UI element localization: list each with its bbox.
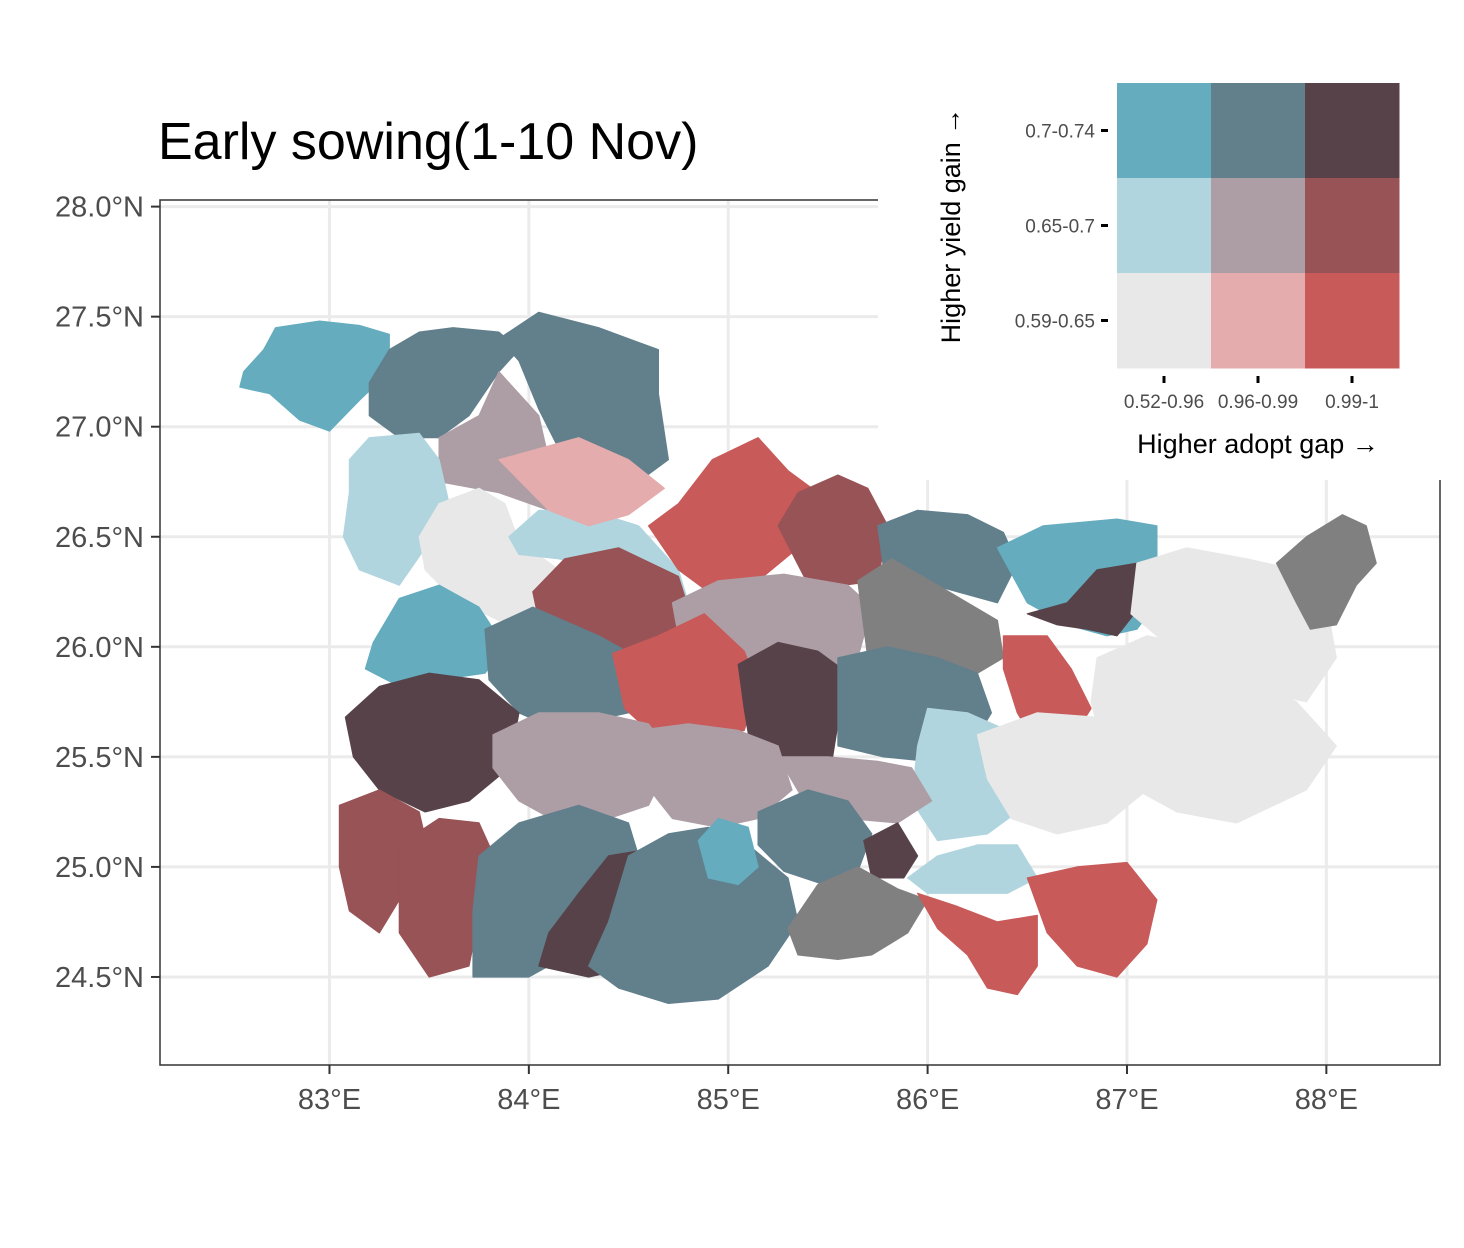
- y-tick-label: 26.0°N: [55, 632, 144, 664]
- region-r39: [863, 822, 919, 879]
- region-r37: [697, 817, 759, 886]
- region-r40: [787, 866, 929, 960]
- legend-cell-0-2: [1117, 83, 1212, 179]
- legend-cell-1-0: [1211, 273, 1306, 369]
- region-r42: [917, 892, 1038, 996]
- region-r15: [1275, 514, 1377, 630]
- legend-x-label: 0.99-1: [1325, 392, 1379, 413]
- x-axis: 83°E 84°E 85°E 86°E 87°E 88°E: [298, 1065, 1358, 1116]
- legend-cell-2-0: [1305, 273, 1400, 369]
- x-tick-label: 83°E: [298, 1084, 361, 1116]
- region-r43: [1026, 861, 1158, 978]
- y-tick-label: 25.0°N: [55, 852, 144, 884]
- x-tick-label: 84°E: [497, 1084, 560, 1116]
- y-tick-label: 24.5°N: [55, 962, 144, 994]
- region-r14: [1130, 547, 1337, 703]
- legend-cell-1-2: [1211, 83, 1306, 179]
- region-r01: [239, 320, 390, 432]
- x-tick-label: 86°E: [896, 1084, 959, 1116]
- y-axis: 24.5°N 25.0°N 25.5°N 26.0°N 26.5°N 27.0°N 27.5…: [55, 192, 160, 994]
- y-tick-label: 27.5°N: [55, 302, 144, 334]
- y-tick-label: 28.0°N: [55, 192, 144, 224]
- region-r27: [1090, 635, 1337, 824]
- legend-cell-2-1: [1305, 178, 1400, 274]
- district-regions: [239, 311, 1377, 1004]
- legend-y-label: 0.59-0.65: [1015, 312, 1095, 333]
- legend-cell-2-2: [1305, 83, 1400, 179]
- region-r23: [737, 641, 849, 769]
- map-title: Early sowing(1-10 Nov): [158, 113, 699, 171]
- legend-cell-0-0: [1117, 273, 1212, 369]
- x-tick-label: 87°E: [1095, 1084, 1158, 1116]
- region-r02: [368, 327, 520, 439]
- panel-border: [159, 199, 1441, 1066]
- legend-y-label: 0.7-0.74: [1025, 122, 1095, 143]
- y-tick-label: 27.0°N: [55, 412, 144, 444]
- region-r08: [498, 437, 665, 527]
- y-tick-label: 25.5°N: [55, 742, 144, 774]
- legend-cell-1-1: [1211, 178, 1306, 274]
- x-tick-label: 85°E: [697, 1084, 760, 1116]
- legend-cell-0-1: [1117, 178, 1212, 274]
- legend-x-title: Higher adopt gap →: [1137, 429, 1379, 459]
- legend-y-title: Higher yield gain →: [936, 108, 966, 344]
- bivariate-legend: 0.59-0.65 0.65-0.7 0.7-0.74 0.52-0.96 0.96-0…: [936, 83, 1400, 459]
- region-r03: [498, 311, 669, 489]
- legend-x-label: 0.96-0.99: [1218, 392, 1298, 413]
- x-tick-label: 88°E: [1295, 1084, 1358, 1116]
- legend-y-label: 0.65-0.7: [1025, 217, 1095, 238]
- legend-x-label: 0.52-0.96: [1124, 392, 1204, 413]
- region-r29: [492, 712, 673, 824]
- y-tick-label: 26.5°N: [55, 522, 144, 554]
